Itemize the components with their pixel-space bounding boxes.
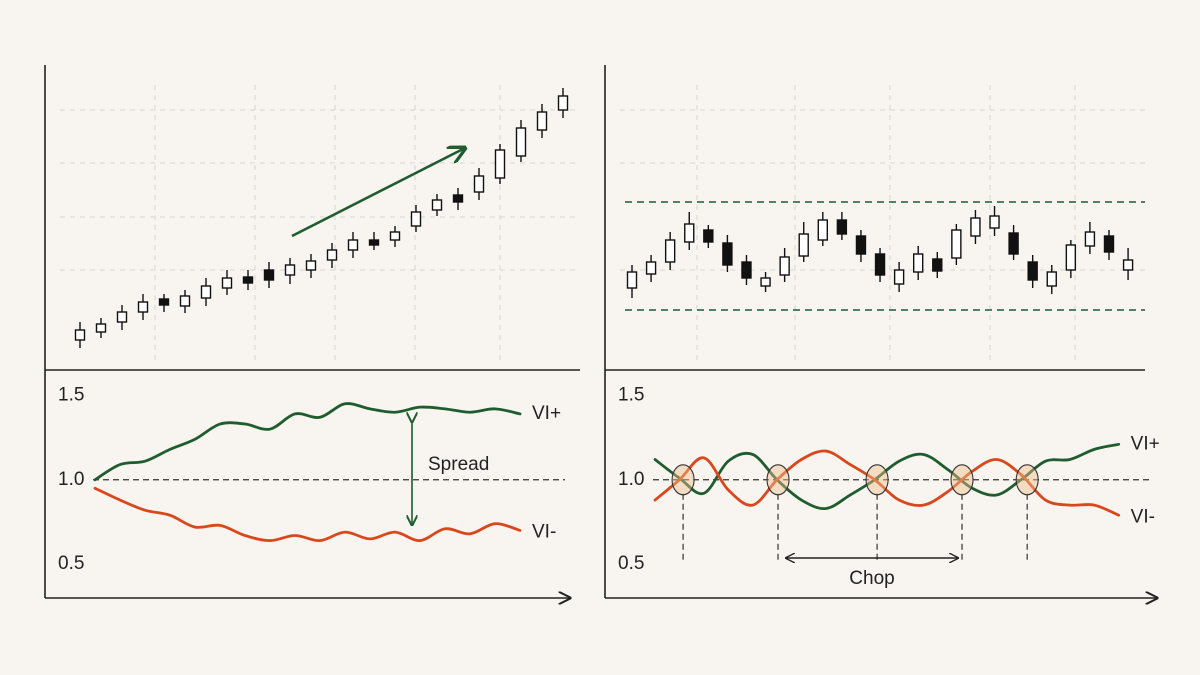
y-tick-label: 1.5 bbox=[58, 384, 84, 405]
vi-line bbox=[93, 402, 522, 482]
annotation: Chop bbox=[849, 568, 894, 589]
candle-body bbox=[741, 261, 752, 279]
vi-line bbox=[653, 449, 1121, 517]
candle-body bbox=[779, 256, 790, 276]
candle-body bbox=[95, 323, 107, 333]
candle-body bbox=[221, 277, 233, 289]
vi-line bbox=[653, 442, 1121, 510]
background-grid bbox=[60, 85, 1145, 360]
candle-body bbox=[1103, 235, 1115, 253]
annotation: Spread bbox=[428, 454, 489, 475]
vi-line bbox=[93, 486, 522, 542]
candle-body bbox=[874, 253, 886, 276]
candle-body bbox=[913, 253, 924, 273]
candle-body bbox=[798, 233, 809, 257]
candle-body bbox=[263, 269, 275, 281]
candle-body bbox=[284, 264, 296, 276]
candle-body bbox=[410, 211, 422, 227]
crossing-marker bbox=[671, 464, 695, 496]
candle-body bbox=[536, 111, 548, 131]
candle-body bbox=[494, 149, 506, 179]
candle-body bbox=[137, 301, 149, 313]
series-label: VI- bbox=[1131, 506, 1155, 527]
candle-body bbox=[473, 175, 485, 193]
candle-body bbox=[515, 127, 527, 157]
candle-body bbox=[200, 285, 212, 299]
candle-body bbox=[684, 223, 695, 243]
candle-body bbox=[893, 269, 905, 285]
candle-body bbox=[817, 219, 828, 241]
candle-body bbox=[368, 239, 380, 246]
series-label: VI- bbox=[532, 521, 556, 542]
candle-body bbox=[836, 219, 848, 235]
candle-body bbox=[1122, 259, 1134, 271]
candle-body bbox=[179, 295, 191, 307]
candle-body bbox=[855, 235, 867, 255]
candle-body bbox=[626, 271, 638, 289]
y-tick-label: 1.0 bbox=[618, 469, 644, 490]
candle-body bbox=[664, 239, 676, 263]
candle-body bbox=[932, 258, 943, 272]
candle-body bbox=[1084, 231, 1096, 247]
crossing-marker bbox=[766, 464, 790, 496]
candle-body bbox=[1027, 261, 1038, 281]
candle-body bbox=[1065, 244, 1077, 271]
crossing-marker bbox=[950, 464, 974, 496]
candle-body bbox=[431, 199, 443, 211]
y-tick-label: 1.5 bbox=[618, 384, 644, 405]
y-tick-label: 1.0 bbox=[58, 469, 84, 490]
candle-body bbox=[722, 242, 733, 266]
candle-body bbox=[989, 215, 1000, 229]
series-label: VI+ bbox=[1131, 433, 1160, 454]
candle-body bbox=[74, 329, 86, 341]
candle-body bbox=[1008, 232, 1019, 255]
y-tick-label: 0.5 bbox=[618, 553, 644, 574]
crossing-marker bbox=[865, 464, 889, 496]
series-label: VI+ bbox=[532, 403, 561, 424]
candle-body bbox=[347, 239, 359, 251]
candle-body bbox=[760, 277, 771, 287]
candle-body bbox=[116, 311, 128, 323]
candle-body bbox=[1046, 271, 1057, 287]
candle-body bbox=[645, 261, 657, 275]
trend-arrow bbox=[291, 148, 465, 238]
candle-body bbox=[951, 229, 962, 259]
axes bbox=[44, 65, 1157, 598]
candle-body bbox=[305, 260, 317, 271]
candle-body bbox=[158, 298, 170, 306]
candle-body bbox=[452, 194, 464, 203]
candle-body bbox=[389, 231, 401, 241]
candle-body bbox=[557, 95, 569, 111]
candle-body bbox=[242, 276, 254, 284]
candle-body bbox=[703, 229, 714, 243]
crossing-marker bbox=[1015, 464, 1039, 496]
y-tick-label: 0.5 bbox=[58, 553, 84, 574]
candle-body bbox=[326, 249, 338, 261]
candle-body bbox=[970, 217, 981, 237]
